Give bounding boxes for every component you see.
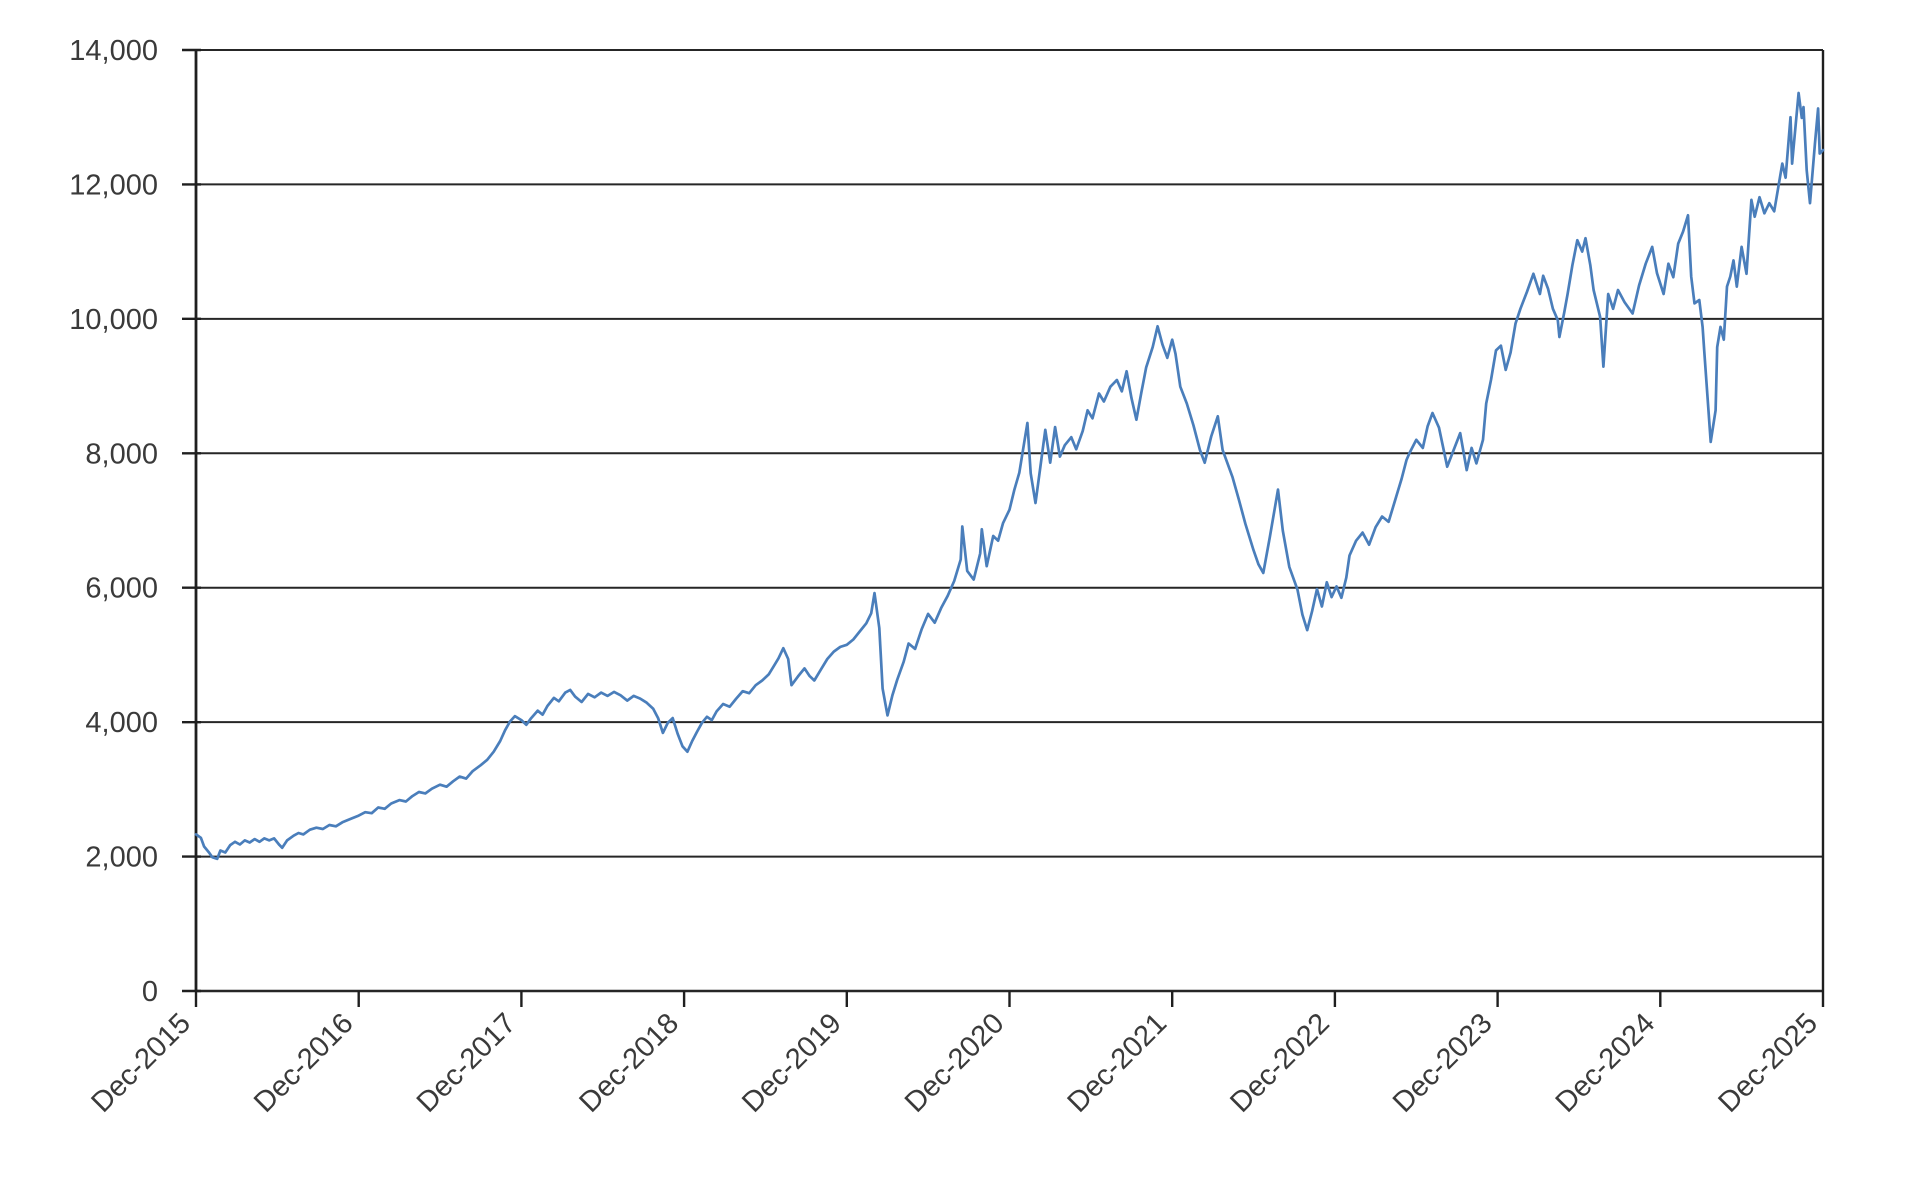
y-axis-label: 2,000: [85, 842, 158, 874]
y-axis-label: 14,000: [69, 35, 158, 67]
x-axis-label: Dec-2023: [1387, 1007, 1499, 1119]
y-axis-label: 12,000: [69, 169, 158, 201]
y-axis-label: 10,000: [69, 304, 158, 336]
x-axis-label: Dec-2025: [1712, 1007, 1824, 1119]
x-axis-label: Dec-2015: [85, 1007, 197, 1119]
x-axis-label: Dec-2024: [1550, 1007, 1662, 1119]
y-axis-label: 8,000: [85, 438, 158, 470]
x-axis-label: Dec-2022: [1224, 1007, 1336, 1119]
y-axis-label: 0: [142, 976, 158, 1008]
x-axis-label: Dec-2017: [411, 1007, 523, 1119]
x-axis-label: Dec-2016: [248, 1007, 360, 1119]
y-axis-label: 4,000: [85, 707, 158, 739]
data-series-line: [194, 91, 1825, 861]
x-axis-label: Dec-2021: [1062, 1007, 1174, 1119]
x-axis-label: Dec-2020: [899, 1007, 1011, 1119]
x-axis-label: Dec-2018: [574, 1007, 686, 1119]
x-axis-label: Dec-2019: [736, 1007, 848, 1119]
y-axis-label: 6,000: [85, 573, 158, 605]
